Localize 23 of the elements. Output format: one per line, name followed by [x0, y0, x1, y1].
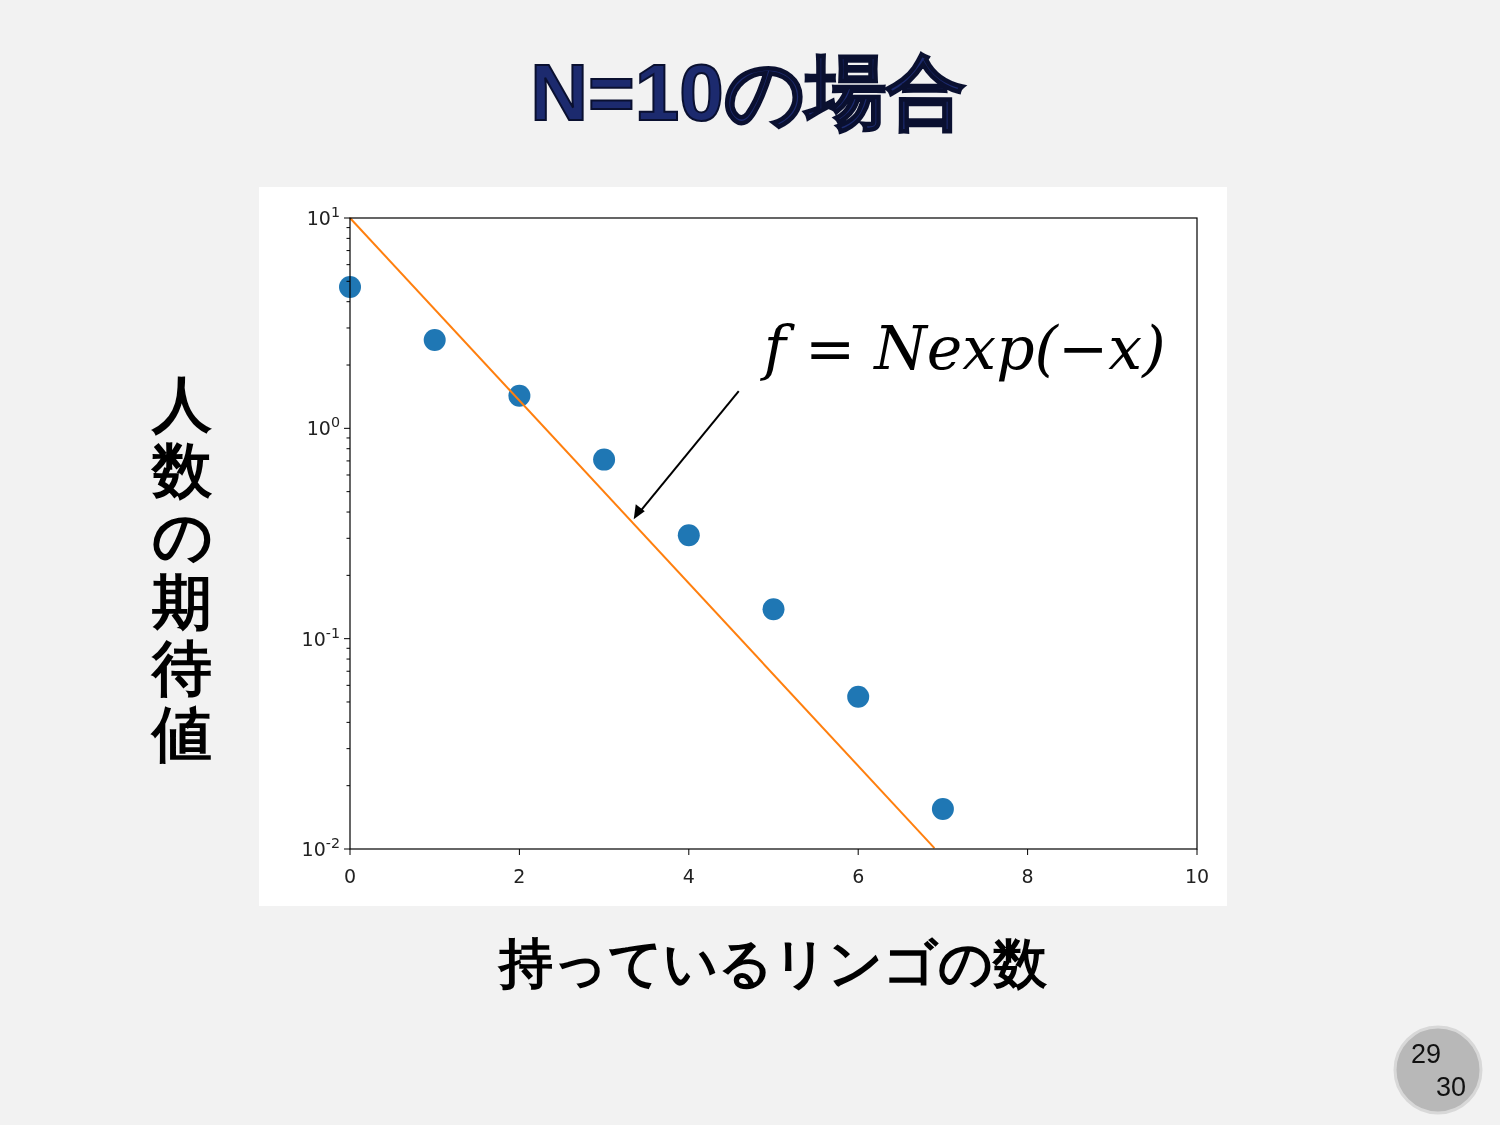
point: [931, 797, 954, 820]
x-tick-label: 0: [343, 865, 357, 887]
point: [677, 524, 700, 547]
y-tick-label: 10$^{1}$: [306, 204, 340, 229]
point: [423, 329, 446, 351]
point: [762, 598, 785, 621]
x-tick-label: 10: [1184, 865, 1210, 887]
point: [593, 448, 616, 471]
x-tick-label: 8: [1021, 865, 1034, 887]
annotation: f = Nexp(−x): [759, 313, 1166, 384]
text: 29: [1410, 1039, 1442, 1069]
point: [847, 685, 870, 708]
y-tick-label: 10$^{0}$: [306, 414, 340, 440]
text: 30: [1435, 1072, 1467, 1102]
y-tick-label: 10$^{-2}$: [301, 835, 340, 860]
chart-title: N=10の場合: [530, 48, 966, 137]
x-tick-label: 6: [852, 865, 865, 887]
point: [339, 275, 361, 298]
x-tick-label: 2: [513, 865, 526, 887]
x-tick-label: 4: [682, 865, 695, 887]
y-axis-title: 人数の期待値: [150, 369, 213, 769]
x-axis-title: 持っているリンゴの数: [497, 932, 1048, 995]
y-tick-label: 10$^{-1}$: [301, 624, 340, 650]
